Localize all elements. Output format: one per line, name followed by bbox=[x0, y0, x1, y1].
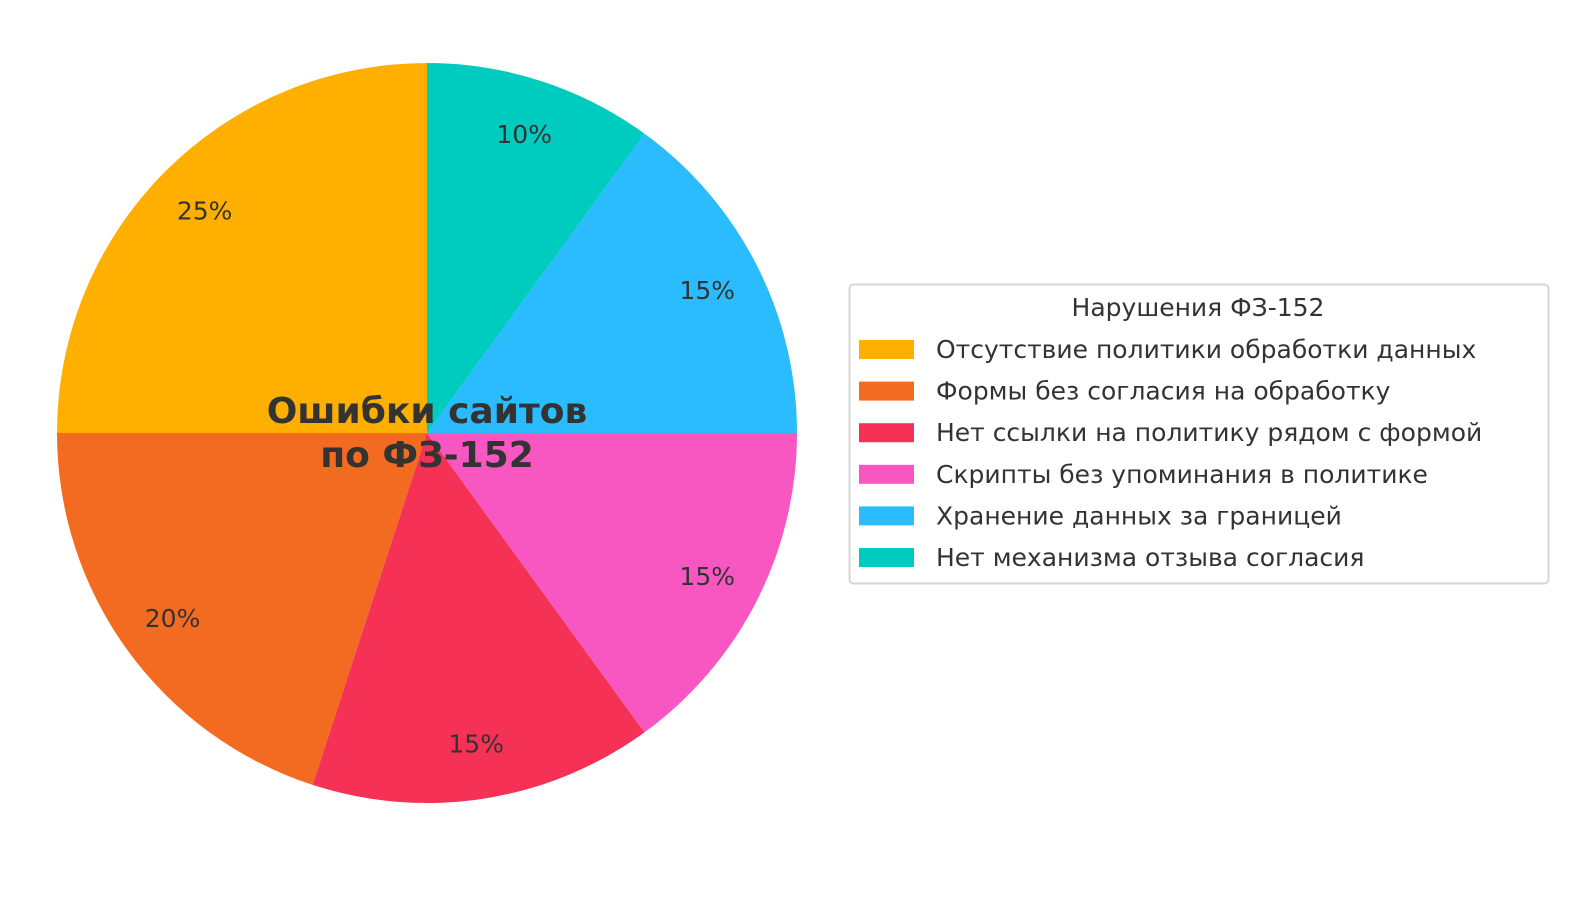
pie-slice bbox=[427, 433, 797, 733]
slice-percent-label: 10% bbox=[496, 120, 552, 149]
pie-slice bbox=[427, 133, 797, 434]
legend-label: Отсутствие политики обработки данных bbox=[936, 335, 1476, 364]
legend-title: Нарушения ФЗ-152 bbox=[1072, 293, 1325, 322]
legend-swatch bbox=[859, 464, 914, 484]
legend-label: Скрипты без упоминания в политике bbox=[936, 460, 1428, 489]
pie-slice bbox=[312, 433, 645, 804]
slice-percent-label: 15% bbox=[679, 562, 735, 591]
legend-swatch bbox=[859, 548, 914, 567]
pie-slice bbox=[57, 433, 427, 785]
slice-percent-label: 25% bbox=[177, 197, 233, 226]
chart-title-line-1: Ошибки сайтов bbox=[267, 391, 588, 432]
slice-percent-label: 15% bbox=[448, 730, 504, 759]
legend-swatch bbox=[859, 423, 914, 443]
legend-label: Нет механизма отзыва согласия bbox=[936, 543, 1364, 572]
legend-label: Нет ссылки на политику рядом с формой bbox=[936, 418, 1482, 447]
legend-swatch bbox=[859, 381, 914, 401]
legend-items: Отсутствие политики обработки данных Форм… bbox=[859, 335, 1482, 572]
legend-frame bbox=[848, 283, 1550, 585]
slice-percent-label: 15% bbox=[679, 276, 735, 305]
percent-labels: 25% 20% 15% 15% 15% 10% bbox=[145, 120, 735, 759]
legend-swatch bbox=[859, 506, 914, 526]
legend-swatch bbox=[859, 340, 914, 359]
legend-label: Формы без согласия на обработку bbox=[936, 377, 1391, 406]
legend: Нарушения ФЗ-152 Отсутствие политики обр… bbox=[848, 283, 1550, 585]
chart-title-line-2: по ФЗ-152 bbox=[320, 435, 534, 476]
pie-wedges bbox=[57, 63, 797, 804]
pie-slice bbox=[57, 63, 427, 433]
legend-label: Хранение данных за границей bbox=[936, 501, 1342, 530]
slice-percent-label: 20% bbox=[145, 604, 201, 633]
pie-slice bbox=[427, 63, 645, 433]
